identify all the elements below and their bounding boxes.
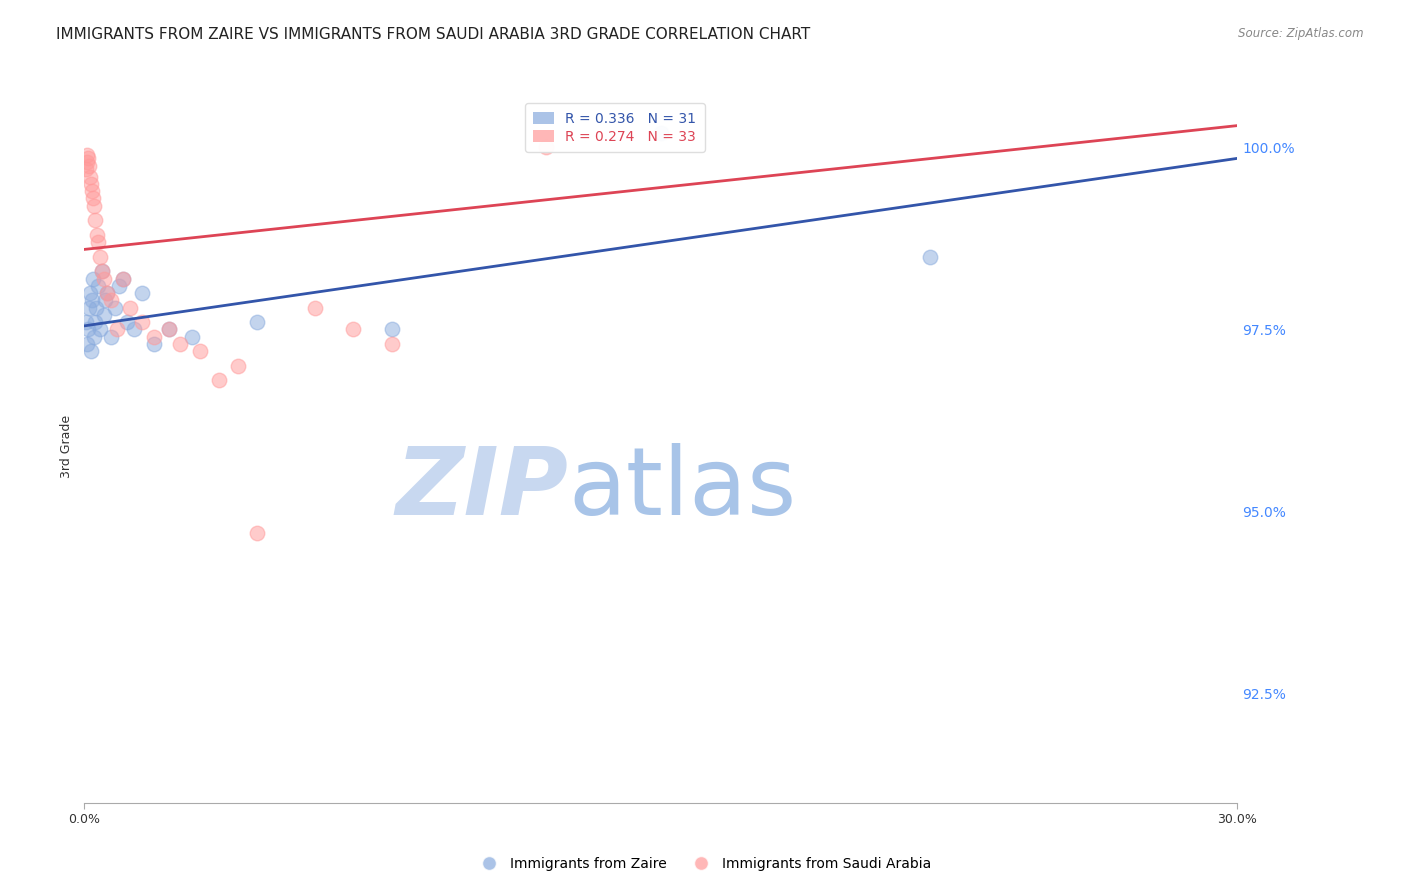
Point (100, 330, 122, 344)
Point (157, 322, 180, 336)
Point (82, 271, 104, 285)
Point (650, 126, 672, 140)
Point (115, 315, 138, 329)
Point (104, 301, 127, 315)
Point (84, 213, 107, 227)
Point (89, 322, 111, 336)
Point (87, 235, 110, 249)
Point (157, 322, 180, 336)
Point (77, 301, 100, 315)
Point (188, 344, 211, 359)
Point (75, 162, 97, 177)
Text: atlas: atlas (568, 442, 797, 535)
Point (111, 271, 134, 285)
Point (89, 250, 111, 264)
Legend: R = 0.336   N = 31, R = 0.274   N = 33: R = 0.336 N = 31, R = 0.274 N = 33 (524, 103, 704, 153)
Point (100, 293, 122, 308)
Point (918, 250, 941, 264)
Point (84, 301, 107, 315)
Point (131, 286, 153, 301)
Point (76, 337, 98, 351)
Point (77, 152, 100, 166)
Point (381, 337, 404, 351)
Point (80, 293, 103, 308)
Point (142, 337, 165, 351)
Point (80, 177, 103, 191)
Point (79, 286, 101, 301)
Point (87, 278, 110, 293)
Point (534, 140, 557, 154)
Point (94, 293, 117, 308)
Point (131, 315, 153, 329)
Point (105, 322, 128, 336)
Point (246, 526, 269, 541)
Point (96, 286, 118, 301)
Point (381, 322, 404, 336)
Point (75, 315, 97, 329)
Point (83, 199, 105, 213)
Point (181, 330, 204, 344)
Point (84, 315, 107, 329)
Point (90, 264, 112, 278)
Point (169, 337, 191, 351)
Point (83, 330, 105, 344)
Point (76, 147, 98, 161)
Text: IMMIGRANTS FROM ZAIRE VS IMMIGRANTS FROM SAUDI ARABIA 3RD GRADE CORRELATION CHAR: IMMIGRANTS FROM ZAIRE VS IMMIGRANTS FROM… (56, 27, 810, 42)
Y-axis label: 3rd Grade: 3rd Grade (60, 415, 73, 477)
Point (208, 374, 231, 388)
Point (226, 359, 249, 373)
Point (80, 184, 103, 198)
Point (77, 322, 100, 336)
Point (90, 264, 112, 278)
Point (304, 301, 326, 315)
Point (93, 271, 115, 285)
Point (246, 315, 269, 329)
Point (80, 344, 103, 359)
Point (77, 159, 100, 173)
Point (108, 278, 131, 293)
Point (86, 227, 108, 242)
Point (76, 155, 98, 169)
Point (82, 191, 104, 205)
Text: ZIP: ZIP (395, 442, 568, 535)
Point (111, 271, 134, 285)
Text: Source: ZipAtlas.com: Source: ZipAtlas.com (1239, 27, 1364, 40)
Point (96, 286, 118, 301)
Point (342, 322, 364, 336)
Point (142, 330, 165, 344)
Point (124, 322, 146, 336)
Point (120, 301, 142, 315)
Point (93, 308, 115, 322)
Legend: Immigrants from Zaire, Immigrants from Saudi Arabia: Immigrants from Zaire, Immigrants from S… (470, 851, 936, 876)
Point (79, 169, 101, 184)
